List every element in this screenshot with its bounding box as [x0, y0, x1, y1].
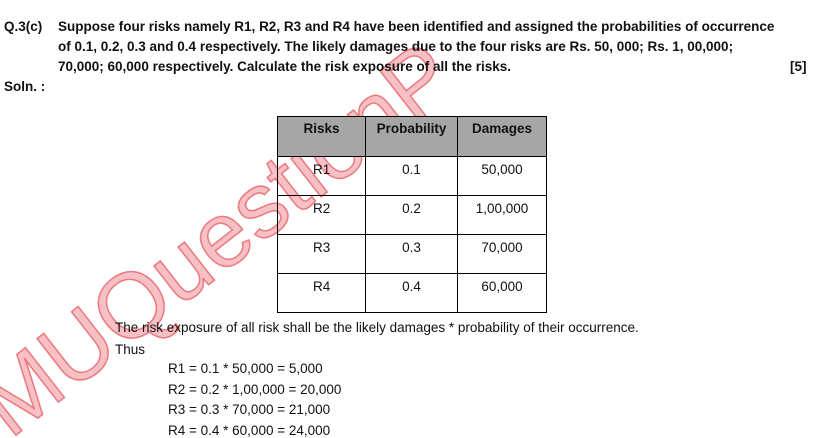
question-line: of 0.1, 0.2, 0.3 and 0.4 respectively. T…	[58, 39, 734, 54]
table-cell: 0.2	[365, 195, 458, 235]
table-cell: 70,000	[457, 234, 547, 274]
marks: [5]	[790, 59, 807, 74]
table-row: R1 0.1 50,000	[277, 156, 547, 196]
calculation-line: R4 = 0.4 * 60,000 = 24,000	[168, 422, 331, 438]
calculation-line: R2 = 0.2 * 1,00,000 = 20,000	[168, 381, 342, 397]
risk-table: Risks Probability Damages R1 0.1 50,000 R2 0…	[277, 116, 547, 313]
header-cell: Probability	[365, 116, 458, 157]
calculation-line: R1 = 0.1 * 50,000 = 5,000	[168, 361, 323, 376]
table-cell: R4	[277, 273, 366, 313]
header-cell: Risks	[277, 116, 366, 157]
table-row: R4 0.4 60,000	[277, 273, 547, 313]
calculation-line: R3 = 0.3 * 70,000 = 21,000	[168, 402, 331, 417]
table-cell: R2	[277, 195, 366, 235]
table-cell: 0.3	[365, 234, 458, 274]
solution-label: Soln. :	[4, 79, 46, 94]
table-row: R3 0.3 70,000	[277, 234, 547, 274]
table-cell: R3	[277, 234, 366, 274]
explanation: The risk exposure of all risk shall be t…	[115, 320, 639, 335]
table-cell: R1	[277, 156, 366, 196]
table-cell: 0.1	[365, 156, 458, 196]
table-body: R1 0.1 50,000 R2 0.2 1,00,000 R3 0.3 70,000 R4 0.4…	[277, 156, 547, 313]
table-cell: 60,000	[457, 273, 547, 313]
table-cell: 50,000	[457, 156, 547, 196]
question-line: Suppose four risks namely R1, R2, R3 and…	[58, 19, 775, 34]
table-cell: 0.4	[365, 273, 458, 313]
table-row: R2 0.2 1,00,000	[277, 195, 547, 235]
question-line: 70,000; 60,000 respectively. Calculate t…	[58, 59, 511, 74]
table-cell: 1,00,000	[457, 195, 547, 235]
header-cell: Damages	[457, 116, 547, 157]
thus: Thus	[115, 342, 146, 357]
header-row: Risks Probability Damages	[277, 116, 547, 157]
question-number: Q.3(c)	[4, 19, 43, 34]
